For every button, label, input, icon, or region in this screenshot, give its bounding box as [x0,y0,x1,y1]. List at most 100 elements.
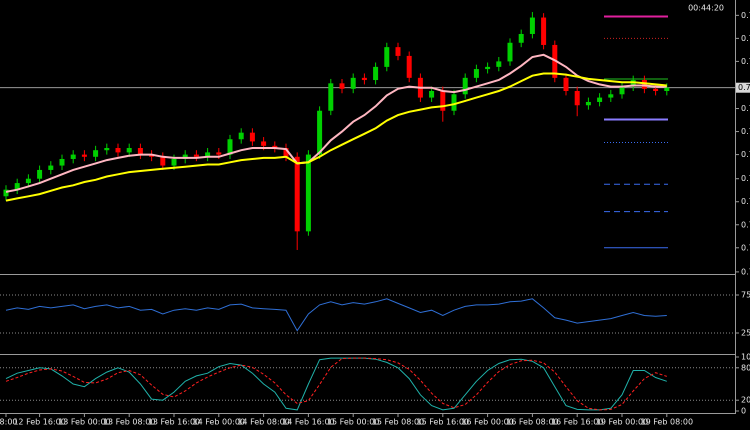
candle-body [115,148,121,153]
x-tick-label: 15 Feb 08:00 [372,418,424,427]
candle-body [205,152,211,157]
candle-body [37,169,43,179]
candle-body [305,154,311,232]
x-tick-label: 14 Feb 16:00 [282,418,334,427]
candle-body [485,66,491,70]
y-tick-label: 0.7838 [741,174,750,183]
candle-body [25,178,31,184]
candle-body [216,152,222,155]
x-tick-label: 13 Feb 00:00 [58,418,110,427]
candle-body [48,165,54,170]
candle-body [350,77,356,89]
x-tick-label: 16 Feb 00:00 [461,418,513,427]
x-tick-label: 19 Feb 00:00 [596,418,648,427]
indicator-line [5,53,667,193]
x-tick-label: 15 Feb 00:00 [327,418,379,427]
candle-body [384,47,390,67]
candle-body [373,66,379,81]
candle-body [429,91,435,98]
candle-body [406,55,412,78]
candle-body [317,110,323,155]
candle-body [563,77,569,91]
candle-body [193,154,199,157]
x-tick-label: 16 Feb 16:00 [551,418,603,427]
y-tick-label: 100 [741,353,750,362]
x-tick-label: 16 Feb 08:00 [506,418,558,427]
y-tick-label: 0.7796 [741,220,750,229]
y-tick-label: 0.7966 [741,34,750,43]
candle-body [126,148,132,153]
x-tick-label: 13 Feb 16:00 [148,418,200,427]
candle-body [339,83,345,89]
candle-body [597,97,603,102]
candle-body [496,61,502,67]
y-tick-label: 0.7860 [741,150,750,159]
y-tick-label: 0.7753 [741,267,750,276]
candle-body [574,91,580,106]
candle-body [272,145,278,149]
candle-body [14,183,20,190]
candle-body [249,132,255,142]
candle-body [630,80,636,87]
candle-body [294,156,300,232]
candle-body [361,77,367,81]
x-tick-label: 14 Feb 00:00 [193,418,245,427]
candle-body [641,80,647,89]
y-tick-label: 20 [741,396,750,405]
candle-body [664,87,670,91]
candle-body [585,101,591,106]
candle-body [160,156,166,166]
candle-body [395,47,401,56]
candle-body [619,86,625,95]
candle-body [473,69,479,78]
candle-body [171,158,177,166]
candle-body [93,150,99,157]
x-tick-label: 15 Feb 16:00 [417,418,469,427]
candle-body [182,154,188,159]
indicator-line [5,298,667,332]
candle-body [283,148,289,157]
x-tick-label: 13 Feb 08:00 [103,418,155,427]
y-tick-label: 0.7817 [741,197,750,206]
candle-body [653,88,659,91]
x-tick-label: 12 Feb 16:00 [13,418,65,427]
candle-body [3,189,9,197]
candle-body [541,17,547,45]
timer: 00:44:20 [688,4,724,13]
candle-body [227,139,233,155]
candle-body [137,148,143,155]
x-tick-label: 19 Feb 08:00 [641,418,693,427]
y-tick-label: 0.7775 [741,243,750,252]
candle-body [518,33,524,43]
indicator-line [5,357,667,411]
candle-body [462,77,468,95]
y-tick-label: 25 [741,329,750,338]
candle-body [507,42,513,62]
candle-body [529,17,535,34]
y-tick-label: 0 [741,407,746,416]
candle-body [81,154,87,157]
candle-body [70,154,76,159]
candle-body [104,148,110,151]
candle-body [238,132,244,140]
candle-body [328,83,334,111]
x-tick-label: 08:00 [0,418,18,427]
y-tick-label: 0.7987 [741,11,750,20]
candle-body [149,154,155,157]
candle-body [59,158,65,166]
last-price-box [736,82,750,93]
x-tick-label: 14 Feb 08:00 [237,418,289,427]
y-tick-label: 0.7881 [741,127,750,136]
y-tick-label: 0.7902 [741,104,750,113]
candle-body [440,91,446,111]
y-tick-label: 80 [741,363,750,372]
last-price-label: 0.7921 [738,83,750,92]
candle-body [261,141,267,146]
indicator-line [5,72,667,202]
y-tick-label: 0.7945 [741,57,750,66]
y-tick-label: 75 [741,291,750,300]
candle-body [608,94,614,98]
